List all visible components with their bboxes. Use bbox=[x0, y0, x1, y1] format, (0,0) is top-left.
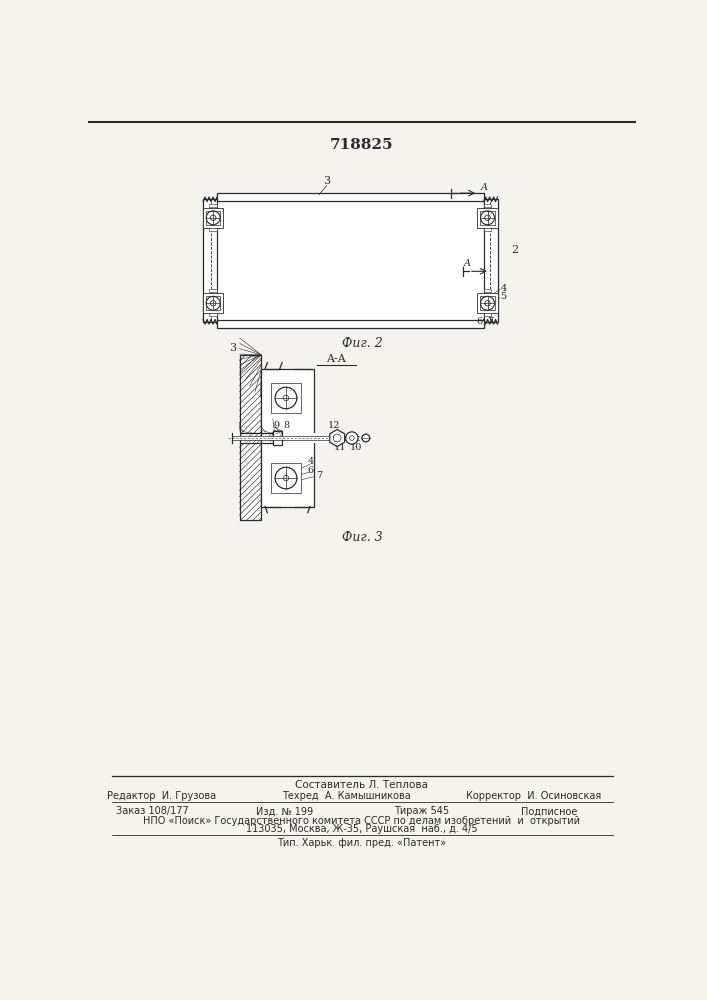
Bar bbox=[209, 228, 217, 231]
Text: 10: 10 bbox=[349, 443, 362, 452]
Bar bbox=[481, 211, 495, 225]
Text: 8: 8 bbox=[284, 421, 290, 430]
Bar bbox=[209, 289, 217, 292]
Bar bbox=[240, 433, 261, 443]
Circle shape bbox=[211, 215, 216, 220]
Bar bbox=[203, 208, 223, 228]
Bar bbox=[209, 313, 217, 316]
Text: 6: 6 bbox=[476, 317, 482, 326]
Bar bbox=[271, 463, 300, 493]
Circle shape bbox=[284, 475, 288, 481]
Bar bbox=[261, 433, 273, 443]
Text: Фиг. 2: Фиг. 2 bbox=[341, 337, 382, 350]
Text: Фиг. 3: Фиг. 3 bbox=[341, 531, 382, 544]
Circle shape bbox=[346, 432, 358, 444]
Circle shape bbox=[206, 211, 220, 225]
Text: 12: 12 bbox=[328, 421, 340, 430]
Bar bbox=[232, 433, 359, 443]
Text: 2: 2 bbox=[512, 245, 519, 255]
Circle shape bbox=[275, 467, 297, 489]
Circle shape bbox=[485, 301, 490, 306]
Text: 113035, Москва, Ж-35, Раушская  наб., д. 4/5: 113035, Москва, Ж-35, Раушская наб., д. … bbox=[246, 824, 478, 834]
Circle shape bbox=[333, 434, 341, 442]
Text: Составитель Л. Теплова: Составитель Л. Теплова bbox=[296, 780, 428, 790]
Bar bbox=[484, 199, 498, 322]
Text: 718825: 718825 bbox=[330, 138, 394, 152]
Text: A: A bbox=[464, 259, 470, 268]
Bar bbox=[206, 296, 220, 310]
Bar bbox=[477, 208, 498, 228]
Text: 4: 4 bbox=[308, 457, 314, 466]
Text: Редактор  И. Грузова: Редактор И. Грузова bbox=[107, 791, 216, 801]
Bar bbox=[203, 293, 223, 313]
Circle shape bbox=[481, 296, 494, 310]
Bar bbox=[206, 211, 220, 225]
Text: 4: 4 bbox=[501, 284, 507, 293]
Bar bbox=[477, 293, 498, 313]
Text: A: A bbox=[481, 183, 488, 192]
Text: Заказ 108/177: Заказ 108/177 bbox=[115, 806, 188, 816]
Bar bbox=[232, 436, 359, 440]
Text: 9: 9 bbox=[274, 421, 280, 430]
Bar bbox=[484, 204, 491, 207]
Text: Подписное: Подписное bbox=[521, 806, 578, 816]
Text: 5: 5 bbox=[501, 292, 507, 301]
Circle shape bbox=[485, 215, 490, 220]
Text: 6: 6 bbox=[308, 466, 314, 475]
Text: 3: 3 bbox=[228, 343, 235, 353]
Bar bbox=[484, 228, 491, 231]
Circle shape bbox=[275, 387, 297, 409]
Bar bbox=[484, 289, 491, 292]
Text: Тип. Харьк. фил. пред. «Патент»: Тип. Харьк. фил. пред. «Патент» bbox=[277, 838, 447, 848]
Text: НПО «Поиск» Государственного комитета СССР по делам изобретений  и  открытий: НПО «Поиск» Государственного комитета СС… bbox=[144, 816, 580, 826]
Text: 7: 7 bbox=[486, 317, 493, 326]
Bar bbox=[481, 296, 495, 310]
Bar bbox=[217, 193, 484, 201]
Bar bbox=[240, 355, 261, 520]
Bar bbox=[217, 320, 484, 328]
Text: 7: 7 bbox=[316, 471, 322, 480]
Text: Изд. № 199: Изд. № 199 bbox=[256, 806, 313, 816]
Bar bbox=[209, 204, 217, 207]
Circle shape bbox=[481, 211, 494, 225]
Circle shape bbox=[211, 301, 216, 306]
Bar bbox=[484, 313, 491, 316]
Bar bbox=[203, 199, 217, 322]
Bar bbox=[261, 369, 314, 507]
Text: Корректор  И. Осиновская: Корректор И. Осиновская bbox=[467, 791, 602, 801]
Circle shape bbox=[362, 434, 370, 442]
Bar bbox=[271, 383, 300, 413]
Text: Тираж 545: Тираж 545 bbox=[394, 806, 449, 816]
Bar bbox=[217, 201, 484, 320]
Text: 3: 3 bbox=[323, 176, 330, 186]
Circle shape bbox=[349, 436, 354, 440]
Text: Техред  А. Камышникова: Техред А. Камышникова bbox=[282, 791, 411, 801]
Circle shape bbox=[284, 395, 288, 401]
Text: A-A: A-A bbox=[327, 354, 346, 364]
Circle shape bbox=[206, 296, 220, 310]
Bar bbox=[273, 431, 282, 445]
Text: 11: 11 bbox=[334, 443, 346, 452]
